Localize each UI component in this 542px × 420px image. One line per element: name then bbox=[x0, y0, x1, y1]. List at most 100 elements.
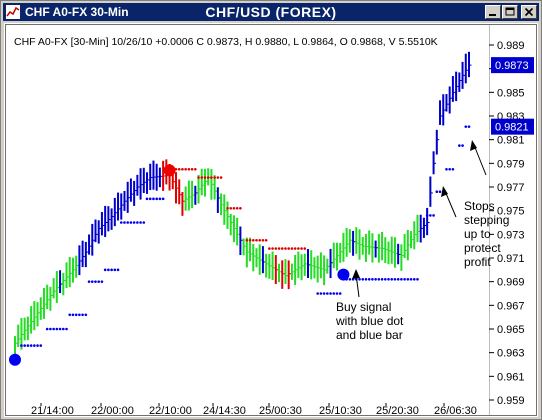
y-tick-label: 0.961 bbox=[497, 371, 525, 383]
stop-dot bbox=[33, 344, 36, 347]
stop-dot bbox=[406, 278, 410, 281]
stop-dot bbox=[290, 247, 294, 250]
window-title: CHF A0-FX 30-Min bbox=[25, 5, 129, 19]
stop-dot bbox=[103, 268, 107, 272]
stop-dot bbox=[20, 344, 23, 347]
price-labels: 0.9873 0.9821 bbox=[491, 57, 534, 135]
stop-dot bbox=[432, 214, 435, 217]
stop-dot bbox=[467, 125, 471, 128]
stop-dot bbox=[409, 278, 413, 281]
stop-dot bbox=[177, 167, 181, 171]
minimize-button[interactable] bbox=[485, 5, 501, 19]
annotation-text-line: with blue dot bbox=[335, 314, 404, 328]
stop-dot bbox=[458, 144, 461, 147]
stop-dot bbox=[400, 278, 403, 281]
stop-dot bbox=[145, 197, 149, 201]
y-tick-label: 0.959 bbox=[497, 395, 525, 407]
title-bar[interactable]: CHF A0-FX 30-Min CHF/USD (FOREX) bbox=[3, 3, 539, 21]
stop-dot bbox=[374, 278, 377, 281]
stop-dot bbox=[348, 278, 352, 281]
stop-dot bbox=[412, 278, 416, 281]
annotation-arrow bbox=[473, 144, 487, 176]
stop-dot bbox=[184, 167, 187, 171]
stop-dot bbox=[229, 207, 233, 210]
stop-dot bbox=[322, 292, 326, 295]
stop-dot bbox=[338, 292, 342, 295]
y-axis: 0.9890.9870.9850.9830.9810.9790.9770.975… bbox=[489, 40, 525, 407]
close-button[interactable] bbox=[521, 5, 537, 19]
annotation-text-line: Buy signal bbox=[336, 300, 391, 314]
stop-dot bbox=[45, 327, 49, 331]
stop-dot bbox=[132, 221, 136, 224]
stop-dot bbox=[81, 313, 84, 317]
annotation-text-line: up to bbox=[464, 227, 491, 241]
stop-dot bbox=[161, 197, 165, 201]
stop-dot bbox=[377, 278, 381, 281]
stop-dot bbox=[429, 214, 432, 217]
stop-dot bbox=[380, 278, 384, 281]
stop-dot bbox=[65, 327, 68, 331]
stop-dot bbox=[239, 207, 242, 210]
stop-dot bbox=[435, 190, 439, 194]
annotation-text-line: profit bbox=[464, 255, 491, 269]
stop-dot bbox=[94, 280, 97, 283]
stop-dot bbox=[335, 292, 339, 295]
stop-dot bbox=[49, 327, 52, 331]
stop-dot bbox=[200, 176, 204, 179]
stop-dot bbox=[297, 247, 300, 250]
stop-dot bbox=[26, 344, 30, 347]
stop-dot bbox=[123, 221, 126, 224]
y-tick-label: 0.981 bbox=[497, 135, 525, 147]
stop-dot bbox=[213, 176, 216, 179]
stop-dot bbox=[97, 280, 101, 283]
stop-dot bbox=[445, 167, 448, 171]
signal-dots bbox=[9, 164, 350, 366]
maximize-button[interactable] bbox=[502, 5, 518, 19]
stop-dot bbox=[326, 292, 329, 295]
chart-plot: CHF A0-FX [30-Min] 10/26/10 +0.0006 C 0.… bbox=[4, 23, 538, 417]
stop-dot bbox=[303, 247, 307, 250]
info-line: CHF A0-FX [30-Min] 10/26/10 +0.0006 C 0.… bbox=[14, 36, 438, 48]
stop-dot bbox=[155, 197, 158, 201]
stop-dot bbox=[332, 292, 336, 295]
stop-dot bbox=[438, 190, 442, 194]
x-tick-label: 25/00:30 bbox=[259, 405, 302, 417]
stop-dot bbox=[393, 278, 397, 281]
plot-frame bbox=[5, 24, 537, 416]
maximize-icon bbox=[505, 7, 515, 16]
stop-dot bbox=[206, 176, 210, 179]
stop-dot bbox=[100, 280, 104, 283]
x-tick-label: 21/14:00 bbox=[31, 405, 74, 417]
stop-dot bbox=[219, 176, 223, 179]
y-tick-label: 0.971 bbox=[497, 253, 525, 265]
stop-dot bbox=[87, 280, 91, 283]
stop-dot bbox=[235, 207, 239, 210]
stop-dot bbox=[148, 197, 152, 201]
price-label-text: 0.9821 bbox=[495, 122, 529, 134]
stop-dot bbox=[181, 167, 184, 171]
stop-dot bbox=[129, 221, 133, 224]
x-axis: 21/14:00 22/00:00 22/10:00 24/14:30 25/00:30… bbox=[31, 403, 477, 417]
stop-dot bbox=[396, 278, 400, 281]
stop-dot bbox=[210, 176, 213, 179]
stop-dot bbox=[287, 247, 290, 250]
stop-dot bbox=[300, 247, 303, 250]
stop-dot bbox=[461, 144, 464, 147]
stop-dot bbox=[158, 197, 162, 201]
stop-dot bbox=[232, 207, 236, 210]
y-tick-label: 0.975 bbox=[497, 206, 525, 218]
y-tick-label: 0.963 bbox=[497, 348, 525, 360]
arrow-head-icon bbox=[441, 186, 448, 197]
x-tick-label: 22/10:00 bbox=[149, 405, 192, 417]
stop-dot bbox=[190, 167, 194, 171]
x-tick-label: 25/10:30 bbox=[319, 405, 362, 417]
x-tick-label: 25/20:30 bbox=[376, 405, 419, 417]
stop-dot bbox=[119, 221, 123, 224]
price-label-box bbox=[491, 57, 534, 74]
stop-dot bbox=[113, 268, 117, 272]
stop-dot bbox=[416, 278, 419, 281]
stop-dot bbox=[274, 247, 278, 250]
stop-dot bbox=[152, 197, 155, 201]
buy-signal-dot bbox=[9, 353, 21, 366]
